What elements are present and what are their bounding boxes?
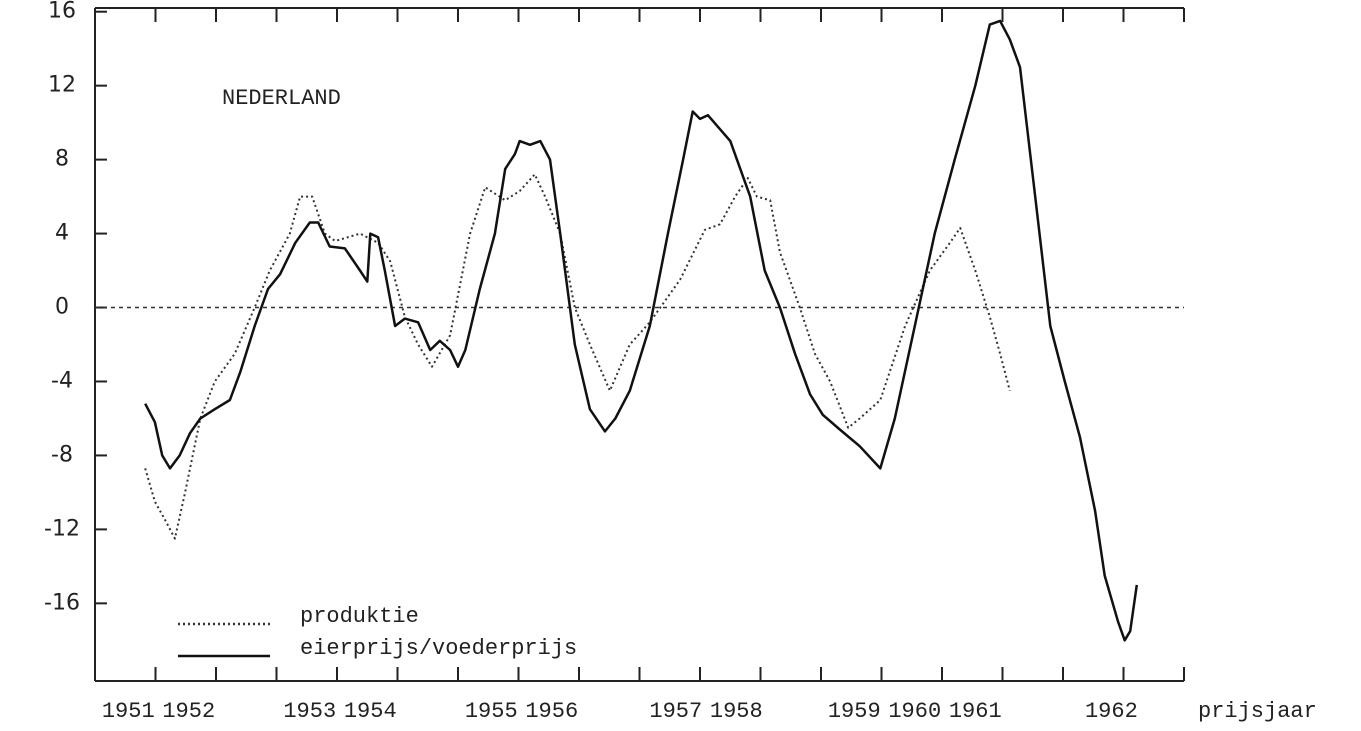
y-tick-label: -4: [51, 368, 73, 393]
y-tick-label: 0: [55, 295, 69, 320]
x-tick-label: 1960: [888, 699, 941, 724]
legend-label: produktie: [300, 604, 419, 629]
x-tick-label: 1956: [525, 699, 578, 724]
x-tick-label: 1961: [949, 699, 1002, 724]
y-tick-label: -8: [51, 442, 73, 467]
y-tick-label: -16: [44, 590, 80, 615]
x-tick-label: 1962: [1085, 699, 1138, 724]
x-tick-label: 1952: [162, 699, 215, 724]
x-tick-label: 1951: [102, 699, 155, 724]
x-tick-label: 1955: [465, 699, 518, 724]
x-tick-label: 1953: [283, 699, 336, 724]
series-line: [144, 19, 1139, 642]
series-line: [144, 173, 1011, 540]
x-tick-label: 1957: [649, 699, 702, 724]
x-tick-label: 1958: [710, 699, 763, 724]
annotation: NEDERLAND: [222, 86, 341, 111]
y-tick-label: 8: [55, 147, 69, 172]
y-tick-label: 16: [48, 0, 76, 24]
legend-label: eierprijs/voederprijs: [300, 636, 577, 661]
x-axis-label: prijsjaar: [1198, 699, 1317, 724]
x-tick-label: 1959: [828, 699, 881, 724]
y-tick-label: 12: [48, 73, 76, 98]
y-tick-label: -12: [44, 516, 80, 541]
y-tick-label: 4: [55, 221, 69, 246]
x-tick-label: 1954: [344, 699, 397, 724]
